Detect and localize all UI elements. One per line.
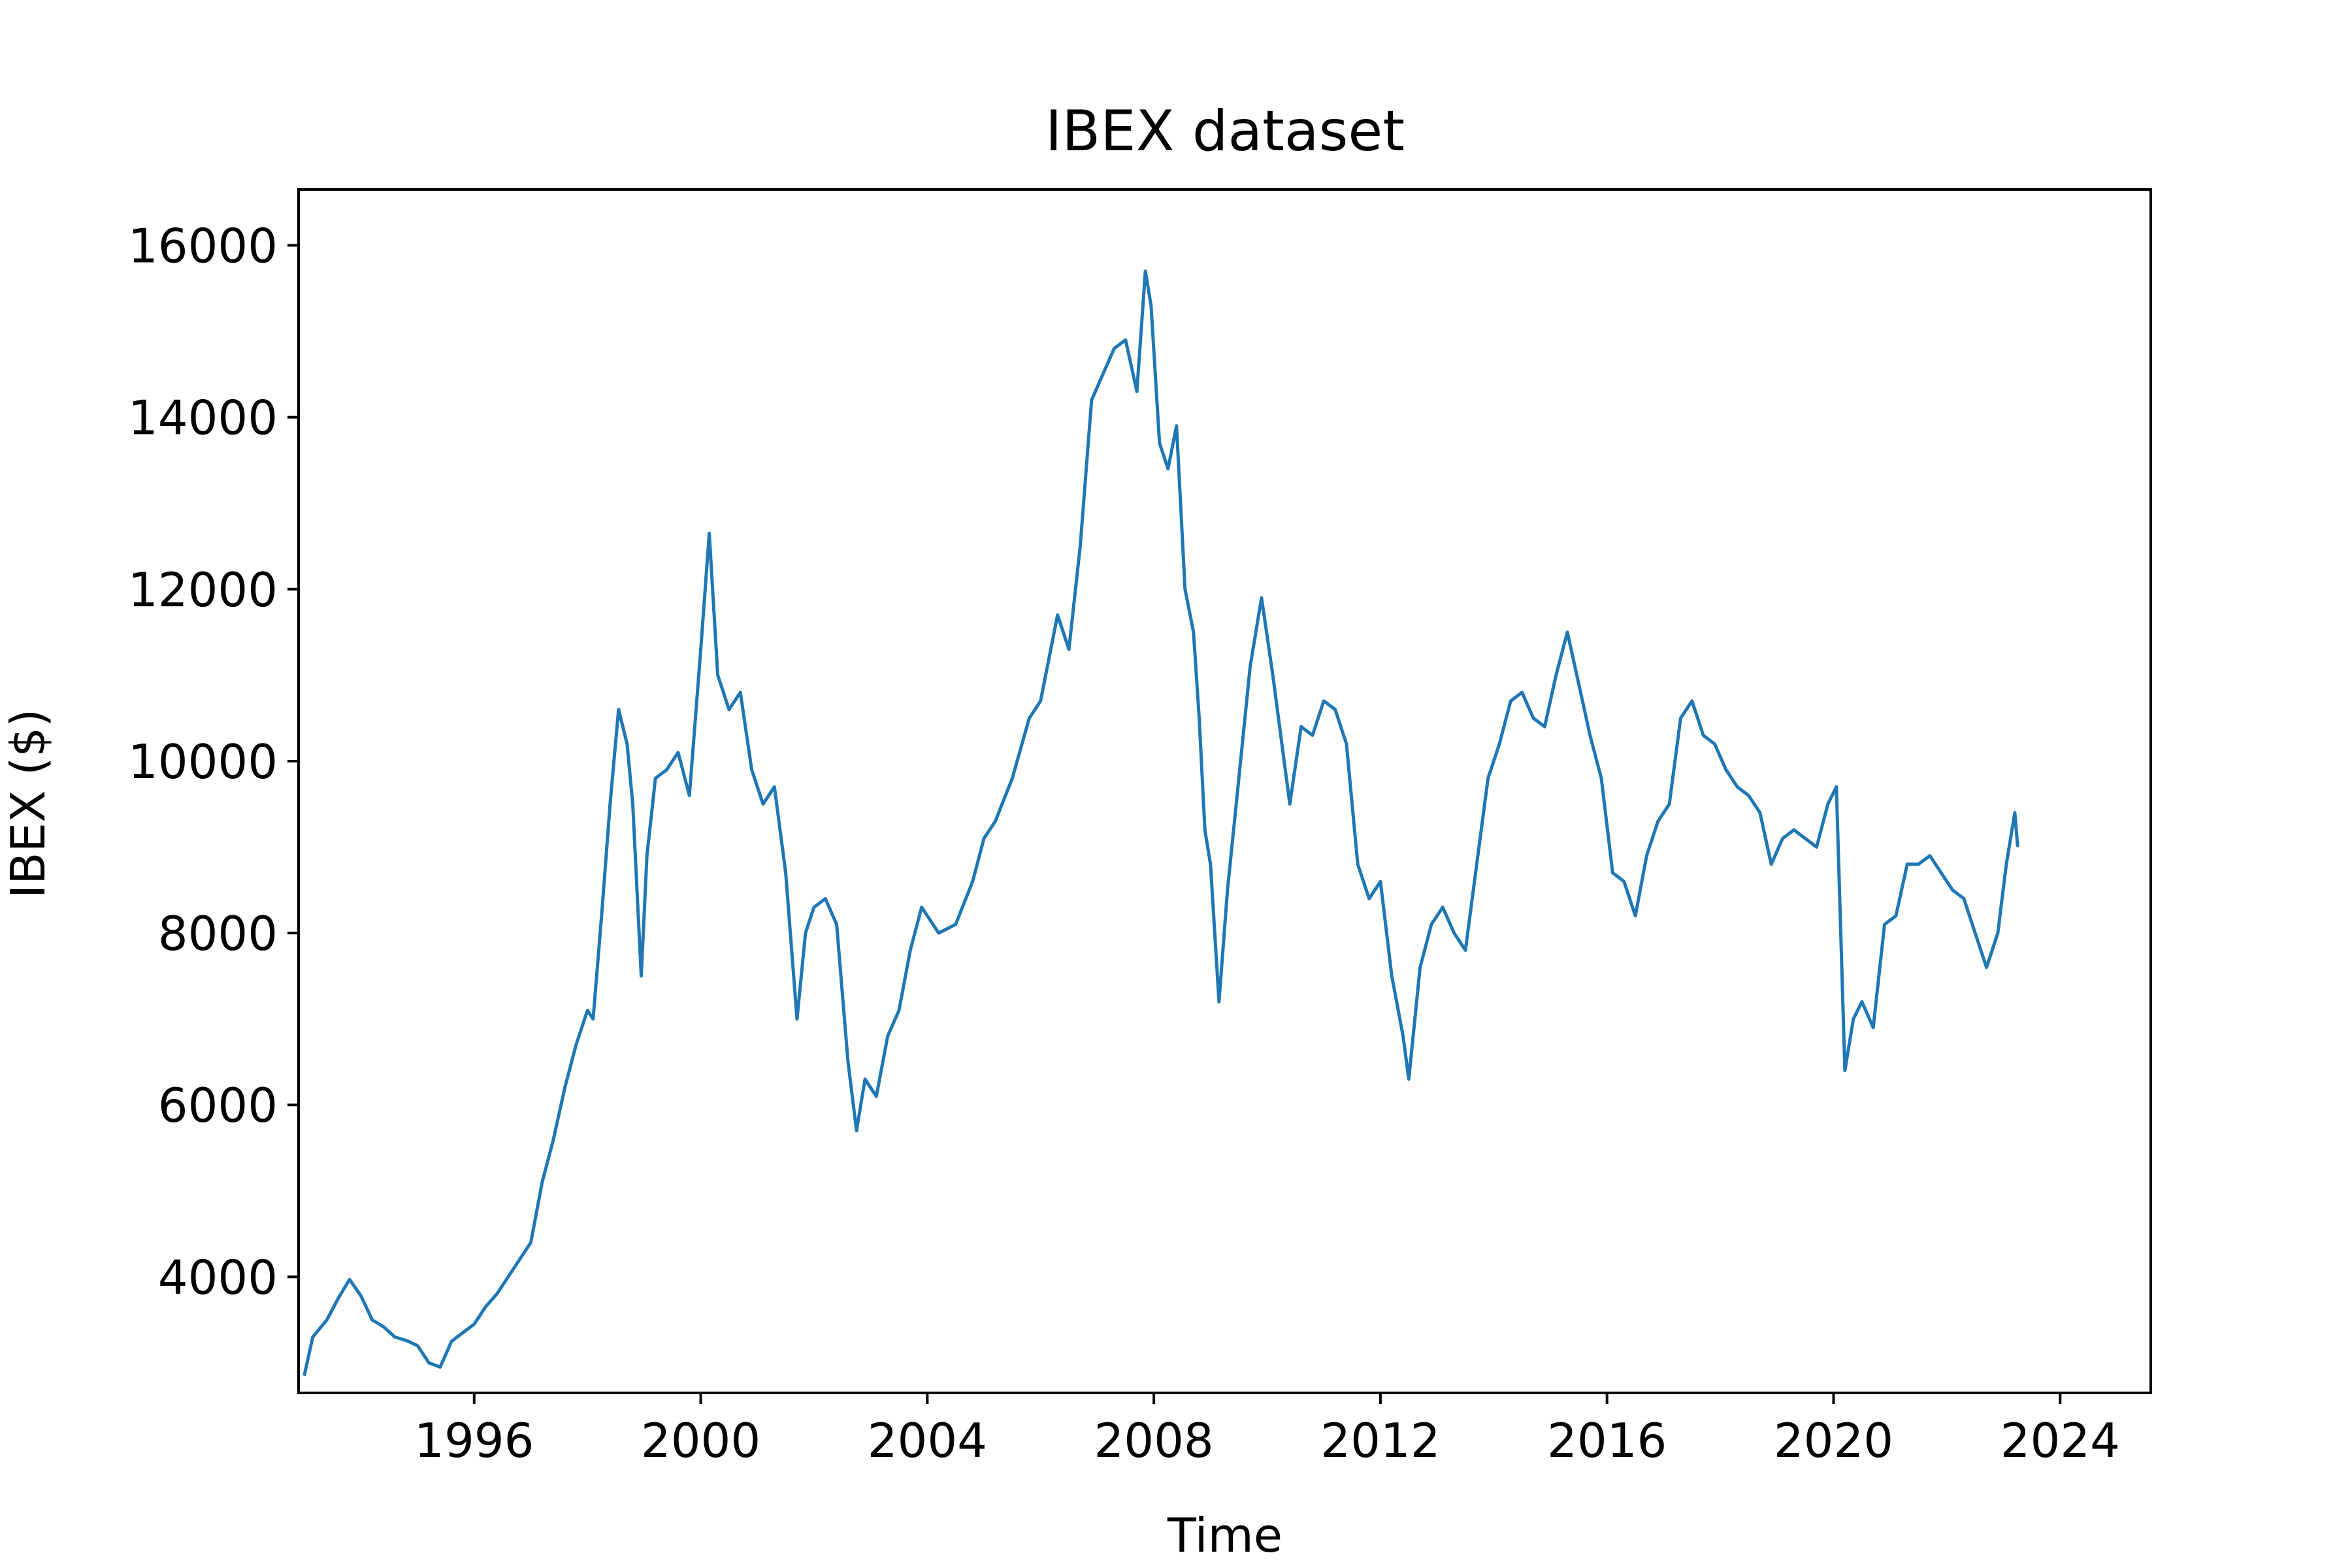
x-tick-label: 2016 — [1547, 1413, 1667, 1468]
y-tick-label: 8000 — [158, 906, 278, 961]
y-tick-label: 16000 — [128, 219, 278, 274]
plot-area — [304, 271, 2018, 1376]
chart-title: IBEX dataset — [1045, 99, 1405, 164]
y-tick-label: 12000 — [128, 563, 278, 617]
x-axis-ticks: 1996 2000 2004 2008 2012 2016 2020 2024 — [414, 1393, 2120, 1468]
plot-frame — [299, 189, 2151, 1393]
x-tick-label: 2004 — [868, 1413, 987, 1468]
x-tick-label: 2020 — [1774, 1413, 1893, 1468]
x-tick-label: 2012 — [1320, 1413, 1440, 1468]
y-tick-label: 6000 — [158, 1078, 278, 1133]
series-line-0 — [304, 271, 2018, 1376]
y-tick-label: 10000 — [128, 734, 278, 789]
x-tick-label: 1996 — [414, 1413, 534, 1468]
y-tick-label: 4000 — [158, 1250, 278, 1305]
y-axis-label: IBEX ($) — [1, 709, 56, 898]
y-axis-ticks: 4000 6000 8000 10000 12000 14000 16000 — [128, 219, 299, 1305]
x-tick-label: 2024 — [2001, 1413, 2120, 1468]
x-axis-label: Time — [1167, 1508, 1282, 1563]
x-tick-label: 2000 — [641, 1413, 760, 1468]
x-tick-label: 2008 — [1094, 1413, 1214, 1468]
y-tick-label: 14000 — [128, 391, 278, 446]
